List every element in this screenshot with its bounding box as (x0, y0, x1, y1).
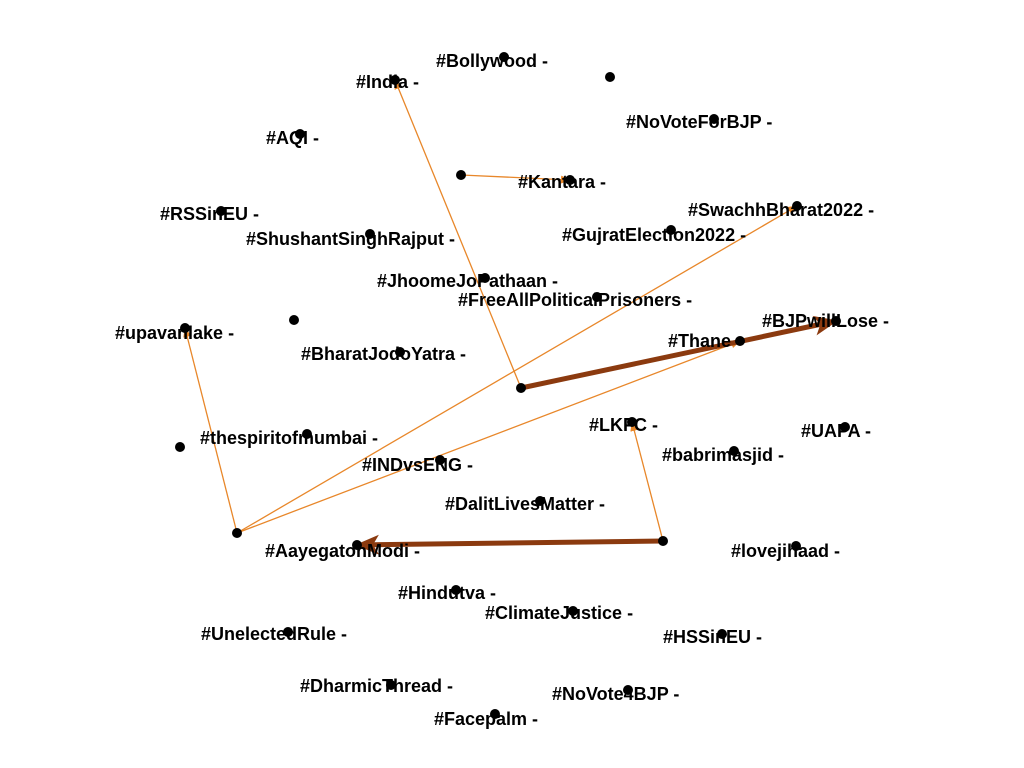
node-hindutva (451, 585, 461, 595)
node-freeallpoliticalprisoners (592, 292, 602, 302)
node-label-swachhbharat2022: #SwachhBharat2022 - (688, 200, 874, 220)
node-jhoomejopathaan (480, 273, 490, 283)
node-novoteforbjp (709, 114, 719, 124)
node-novote4bjp (623, 685, 633, 695)
node-lovejihaad (791, 541, 801, 551)
node-unlabeled-5 (605, 72, 615, 82)
node-label-kantara: #Kantara - (518, 172, 606, 192)
node-bharatjodoyatra (395, 347, 405, 357)
node-unlabeled-2 (456, 170, 466, 180)
node-label-aayegatohmodi: #AayegatohModi - (265, 541, 420, 561)
edge-unlabeled-2-to-kantara (460, 174, 571, 184)
node-india (390, 75, 400, 85)
node-shushantsinghrajput (365, 229, 375, 239)
node-label-uapa: #UAPA - (801, 421, 871, 441)
node-label-thespiritofmumbai: #thespiritofmumbai - (200, 428, 378, 448)
node-label-shushantsinghrajput: #ShushantSinghRajput - (246, 229, 455, 249)
node-label-climatejustice: #ClimateJustice - (485, 603, 633, 623)
node-label-novote4bjp: #NoVote4BJP - (552, 684, 679, 704)
node-kantara (565, 175, 575, 185)
node-thane (735, 336, 745, 346)
node-lkfc (627, 417, 637, 427)
node-label-lovejihaad: #lovejihaad - (731, 541, 840, 561)
node-label-indvseng: #INDvsENG - (362, 455, 473, 475)
node-label-thane: #Thane - (668, 331, 742, 351)
node-babrimasjid (729, 446, 739, 456)
edge-unlabeled-3-to-swachhbharat2022 (236, 205, 798, 534)
node-unelectedrule (283, 627, 293, 637)
node-label-rssineu: #RSSinEU - (160, 204, 259, 224)
node-label-bjpwilllose: #BJPwillLose - (762, 311, 889, 331)
node-label-dharmicthread: #DharmicThread - (300, 676, 453, 696)
node-label-india: #India - (356, 72, 419, 92)
node-bjpwilllose (831, 316, 841, 326)
edge-unlabeled-4-to-aayegatohmodi (355, 534, 664, 555)
nodes-layer (175, 52, 850, 719)
node-label-lkfc: #LKFC - (589, 415, 658, 435)
node-label-facepalm: #Facepalm - (434, 709, 538, 729)
node-unlabeled-4 (658, 536, 668, 546)
edge-unlabeled-4-to-lkfc (630, 421, 664, 542)
node-unlabeled-3 (232, 528, 242, 538)
node-label-hssineu: #HSSinEU - (663, 627, 762, 647)
node-label-dalitlivesmatter: #DalitLivesMatter - (445, 494, 605, 514)
node-aayegatohmodi (352, 540, 362, 550)
node-label-babrimasjid: #babrimasjid - (662, 445, 784, 465)
edge-unlabeled-3-to-thane (236, 340, 741, 534)
node-unlabeled-6 (289, 315, 299, 325)
node-unlabeled-1 (516, 383, 526, 393)
edges-layer (183, 79, 838, 555)
edge-unlabeled-3-to-upavanlake (183, 327, 238, 534)
edge-unlabeled-1-to-bjpwilllose (520, 315, 838, 391)
labels-layer: #Bollywood - #India - #NoVoteForBJP - #AQI … (115, 51, 889, 729)
node-indvseng (435, 455, 445, 465)
node-thespiritofmumbai (302, 429, 312, 439)
node-label-hindutva: #Hindutva - (398, 583, 496, 603)
node-gujratelection2022 (666, 225, 676, 235)
node-label-upavanlake: #upavanlake - (115, 323, 234, 343)
node-dalitlivesmatter (535, 496, 545, 506)
node-rssineu (216, 206, 226, 216)
node-bollywood (499, 52, 509, 62)
node-unlabeled-7 (175, 442, 185, 452)
node-label-jhoomejopathaan: #JhoomeJoPathaan - (377, 271, 558, 291)
node-upavanlake (180, 323, 190, 333)
node-label-gujratelection2022: #GujratElection2022 - (562, 225, 746, 245)
node-label-aqi: #AQI - (266, 128, 319, 148)
node-label-freeallpoliticalprisoners: #FreeAllPoliticalPrisoners - (458, 290, 692, 310)
node-uapa (840, 422, 850, 432)
node-swachhbharat2022 (792, 201, 802, 211)
node-hssineu (717, 629, 727, 639)
node-label-bharatjodoyatra: #BharatJodoYatra - (301, 344, 466, 364)
edge-unlabeled-1-to-india (394, 79, 522, 389)
node-label-bollywood: #Bollywood - (436, 51, 548, 71)
node-aqi (295, 129, 305, 139)
node-label-novoteforbjp: #NoVoteForBJP - (626, 112, 772, 132)
node-dharmicthread (386, 680, 396, 690)
node-climatejustice (568, 606, 578, 616)
node-label-unelectedrule: #UnelectedRule - (201, 624, 347, 644)
node-facepalm (490, 709, 500, 719)
